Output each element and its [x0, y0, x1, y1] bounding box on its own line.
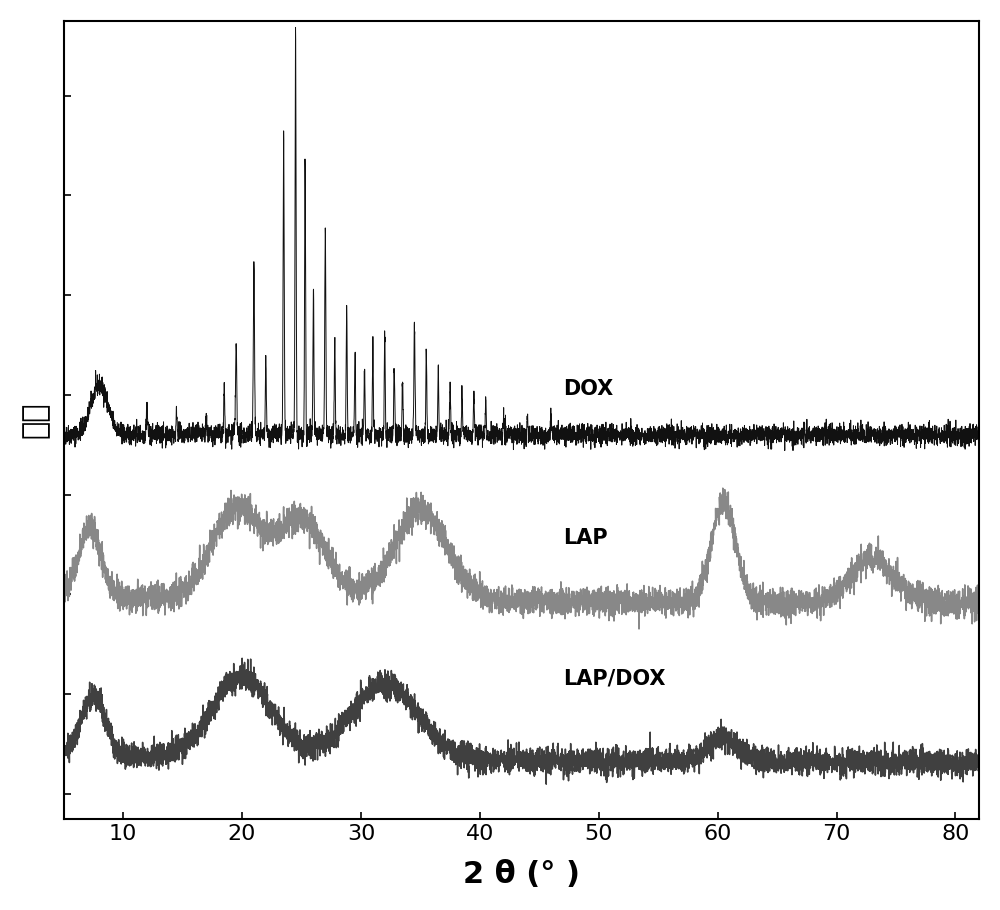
Text: LAP/DOX: LAP/DOX: [563, 668, 666, 688]
Y-axis label: 强度: 强度: [21, 401, 50, 438]
X-axis label: 2 θ (° ): 2 θ (° ): [463, 860, 580, 889]
Text: LAP: LAP: [563, 529, 608, 549]
Text: DOX: DOX: [563, 379, 613, 399]
